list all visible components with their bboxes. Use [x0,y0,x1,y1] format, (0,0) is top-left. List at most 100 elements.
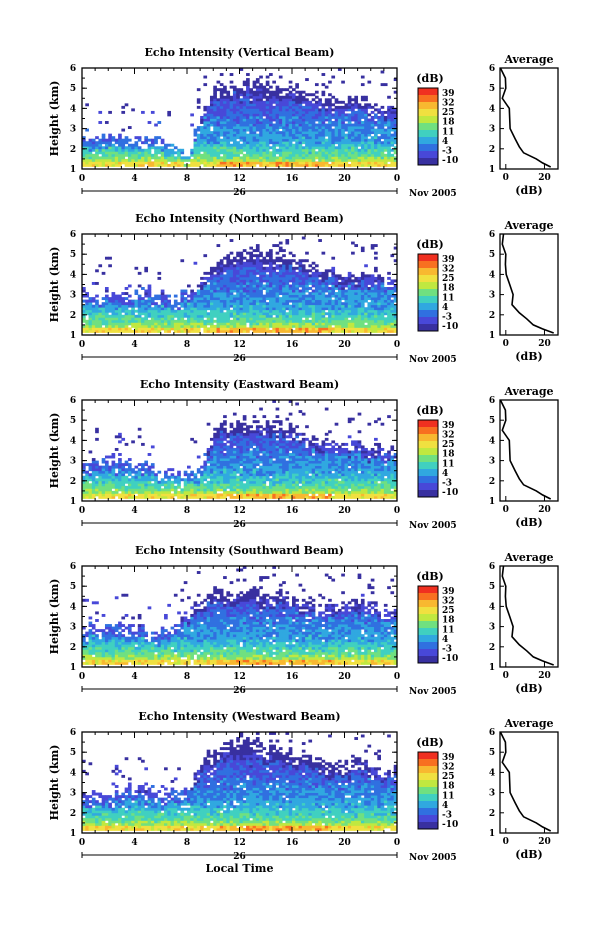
heatmap-cell [272,329,276,333]
heatmap-cell [206,485,211,489]
heatmap-cell [213,327,217,331]
heatmap-cell [337,100,342,104]
heatmap-cell [226,153,231,157]
heatmap-cell [209,136,214,140]
heatmap-cell [367,103,372,107]
heatmap-cell [95,427,99,431]
x-tick-label: 12 [233,174,246,184]
heatmap-cell [295,146,299,150]
heatmap-cell [232,287,237,290]
heatmap-cell [292,271,296,275]
heatmap-cell [108,485,112,489]
heatmap-cell [180,490,185,494]
heatmap-cell [196,322,201,326]
heatmap-cell [144,289,149,293]
heatmap-cell [288,163,293,167]
heatmap-cell [206,158,211,162]
heatmap-cell [341,276,345,280]
heatmap-cell [285,163,290,167]
heatmap-cell [150,475,155,479]
heatmap-cell [88,302,93,306]
heatmap-cell [108,490,112,494]
heatmap-cell [200,115,204,119]
heatmap-cell [131,156,135,160]
heatmap-cell [308,324,313,328]
heatmap-cell [91,153,96,157]
heatmap-cell [393,141,398,145]
heatmap-cell [269,292,273,295]
heatmap-cell [387,312,391,316]
heatmap-cell [318,126,322,129]
heatmap-cell [242,274,247,278]
heatmap-cell [127,153,132,157]
heatmap-cell [324,131,329,135]
heatmap-cell [314,319,319,323]
heatmap-cell [95,294,99,298]
heatmap-cell [124,314,129,318]
heatmap-cell [275,287,280,290]
heatmap-cell [196,495,201,499]
heatmap-cell [328,121,332,124]
heatmap-cell [321,312,326,316]
heatmap-cell [134,146,139,150]
heatmap-cell [111,302,116,306]
heatmap-cell [154,495,158,499]
heatmap-cell [193,161,198,165]
heatmap-cell [337,274,342,278]
heatmap-cell [196,485,201,489]
heatmap-cell [318,274,322,278]
heatmap-cell [111,473,116,477]
heatmap-cell [360,284,365,288]
heatmap-cell [242,312,247,316]
heatmap-cell [232,317,237,321]
heatmap-cell [334,327,339,331]
heatmap-cell [360,110,365,114]
heatmap-cell [275,126,280,129]
heatmap-cell [111,153,116,157]
heatmap-cell [337,131,342,135]
heatmap-cell [278,276,283,280]
heatmap-cell [196,141,201,145]
heatmap-cell [85,493,89,497]
heatmap-cell [229,324,234,328]
heatmap-cell [364,161,368,165]
heatmap-cell [265,309,270,313]
heatmap-cell [282,264,286,268]
heatmap-cell [223,470,227,474]
heatmap-cell [301,133,306,137]
heatmap-cell [164,473,168,477]
heatmap-cell [328,309,332,313]
heatmap-cell [390,287,395,290]
heatmap-cell [285,118,290,122]
heatmap-cell [305,78,309,82]
heatmap-cell [308,108,313,112]
heatmap-cell [337,287,342,290]
heatmap-cell [285,307,290,311]
heatmap-cell [196,455,201,459]
heatmap-cell [213,269,217,273]
heatmap-cell [213,289,217,293]
heatmap-cell [91,319,96,323]
heatmap-cell [141,478,145,482]
heatmap-cell [82,493,86,497]
heatmap-cell [144,302,149,306]
heatmap-cell [111,453,116,456]
heatmap-cell [124,138,129,142]
heatmap-cell [357,103,362,107]
heatmap-cell [292,123,296,127]
heatmap-cell [292,128,296,132]
heatmap-cell [347,118,352,122]
heatmap-cell [259,297,263,301]
heatmap-cell [232,98,237,102]
heatmap-cell [137,156,142,160]
heatmap-cell [278,131,283,135]
heatmap-cell [387,276,391,280]
heatmap-cell [282,95,286,99]
heatmap-cell [209,302,214,306]
heatmap-cell [219,261,224,265]
heatmap-cell [321,118,326,122]
heatmap-cell [229,151,234,155]
heatmap-cell [206,136,211,140]
heatmap-cell [272,93,276,97]
heatmap-cell [347,276,352,280]
